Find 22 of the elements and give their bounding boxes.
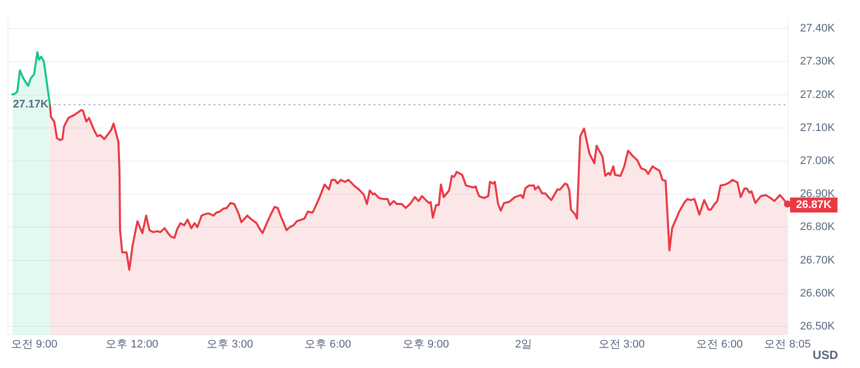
y-tick-label: 27.30K [800,56,836,68]
x-tick-label: 오후 9:00 [402,338,449,350]
x-tick-label: 오전 9:00 [10,338,58,350]
y-tick-label: 27.20K [800,88,836,101]
x-tick-label: 2일 [515,338,532,350]
x-tick-label: 오후 6:00 [304,338,352,350]
y-tick-label: 26.90K [800,188,836,200]
y-tick-label: 26.70K [800,254,836,266]
annotation: 26.87K [796,199,832,212]
x-tick-label: 오전 3:00 [598,338,645,350]
y-tick-label: 26.80K [800,221,836,234]
y-tick-label: 27.40K [800,22,836,35]
x-tick-label: 오후 12:00 [106,338,158,350]
x-tick-label: 오전 6:00 [696,338,743,350]
y-axis-title: USD [812,348,838,362]
y-tick-label: 27.10K [800,122,836,134]
y-tick-label: 26.60K [800,287,836,300]
ref-line-label: 27.17K [13,98,49,111]
x-tick-label: 오전 8:05 [764,338,811,350]
x-tick-label: 오후 3:00 [206,338,254,350]
y-tick-label: 27.00K [800,155,836,168]
y-tick-label: 26.50K [800,320,836,333]
